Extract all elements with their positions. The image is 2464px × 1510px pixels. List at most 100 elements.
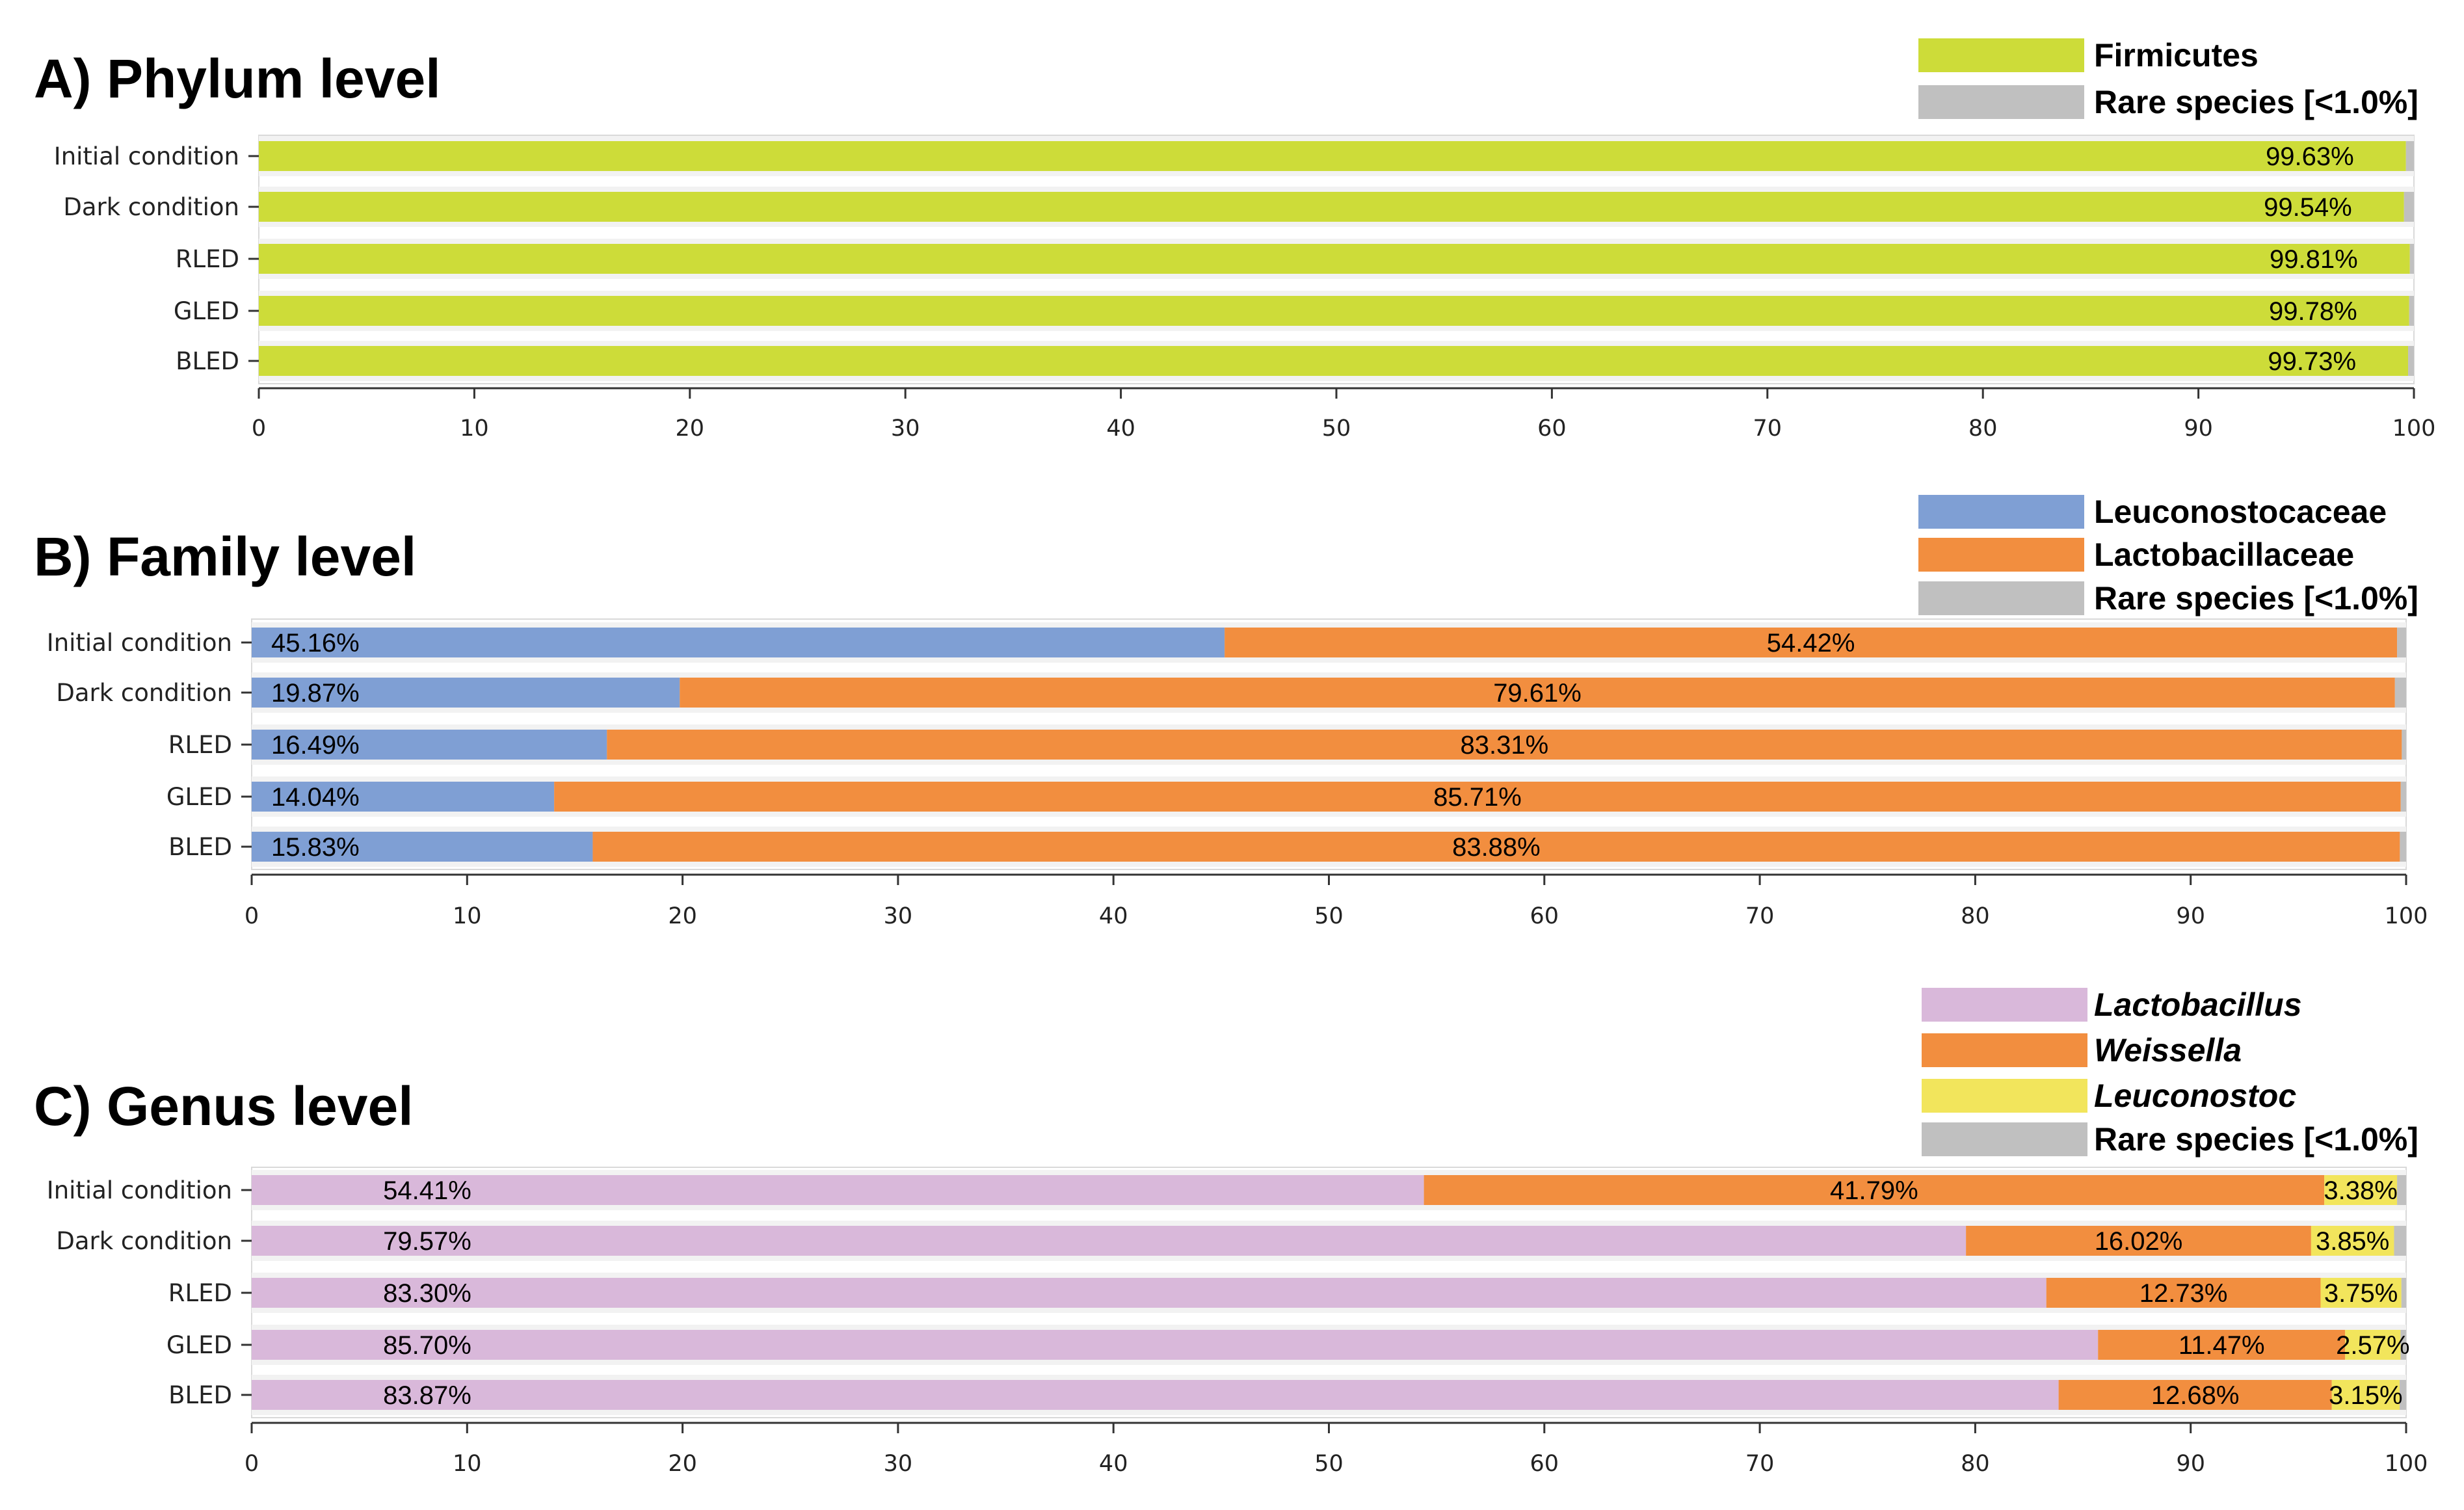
data-label: 16.49% bbox=[271, 731, 360, 760]
bar-segment bbox=[592, 832, 2400, 862]
category-label: Initial condition bbox=[47, 1176, 232, 1204]
bar-segment bbox=[252, 1330, 2099, 1360]
bar-segment bbox=[554, 782, 2401, 812]
legend-swatch bbox=[1918, 495, 2084, 529]
bar-segment bbox=[2400, 1380, 2406, 1410]
bar-segment bbox=[2404, 192, 2414, 222]
legend-label: Lactobacillaceae bbox=[2094, 536, 2354, 573]
x-tick-label: 70 bbox=[1753, 416, 1782, 442]
data-label: 99.63% bbox=[2266, 142, 2354, 171]
bar-segment bbox=[2402, 730, 2406, 760]
x-tick-label: 60 bbox=[1530, 903, 1559, 929]
x-tick-label: 100 bbox=[2385, 903, 2428, 929]
chart-panel-3: C) Genus level 54.41% 41.79% 3.38% 79.57% 16.… bbox=[34, 987, 2428, 1477]
bar-segment bbox=[2345, 1330, 2401, 1360]
x-tick-label: 50 bbox=[1314, 903, 1344, 929]
legend: Lactobacillus Weissella Leuconostoc Rare sp… bbox=[1922, 987, 2418, 1158]
x-tick-label: 50 bbox=[1314, 1451, 1344, 1477]
legend-swatch bbox=[1922, 1122, 2087, 1156]
legend-swatch bbox=[1922, 1033, 2087, 1067]
data-label: 11.47% bbox=[2179, 1331, 2265, 1360]
bar-segment bbox=[2331, 1380, 2400, 1410]
category-label: BLED bbox=[168, 1381, 232, 1409]
chart-title: C) Genus level bbox=[34, 1076, 414, 1137]
data-label: 83.30% bbox=[383, 1279, 471, 1308]
data-label: 3.38% bbox=[2324, 1176, 2397, 1205]
bar-segment bbox=[2394, 1226, 2406, 1256]
x-tick-label: 20 bbox=[668, 903, 697, 929]
legend-label: Firmicutes bbox=[2094, 37, 2259, 73]
data-label: 83.31% bbox=[1461, 731, 1549, 760]
x-tick-label: 100 bbox=[2385, 1451, 2428, 1477]
bar-segment bbox=[252, 1380, 2059, 1410]
bar-segment bbox=[1424, 1175, 2325, 1205]
chart-panel-1: A) Phylum level 99.63% 99.54% 99.81% 99.78% 9… bbox=[34, 37, 2435, 442]
x-tick-label: 40 bbox=[1099, 1451, 1128, 1477]
data-label: 41.79% bbox=[1830, 1176, 1918, 1205]
bar-segment bbox=[252, 628, 1225, 657]
data-label: 79.61% bbox=[1493, 679, 1582, 708]
x-tick-label: 0 bbox=[252, 416, 266, 442]
x-tick-label: 90 bbox=[2184, 416, 2213, 442]
bar-segment bbox=[2394, 678, 2406, 708]
bar-segment bbox=[2098, 1330, 2346, 1360]
x-tick-label: 80 bbox=[1961, 1451, 1990, 1477]
bar-segment bbox=[2058, 1380, 2332, 1410]
bar-segment bbox=[259, 141, 2406, 171]
data-label: 79.57% bbox=[383, 1227, 471, 1256]
x-tick-label: 60 bbox=[1537, 416, 1567, 442]
x-tick-label: 40 bbox=[1106, 416, 1135, 442]
category-label: Dark condition bbox=[56, 679, 232, 707]
legend-label: Rare species [<1.0%] bbox=[2094, 580, 2418, 616]
bar-segment bbox=[252, 1278, 2047, 1308]
category-label: RLED bbox=[168, 1279, 232, 1307]
x-tick-label: 10 bbox=[460, 416, 489, 442]
bar-segment bbox=[259, 244, 2410, 274]
category-label: Initial condition bbox=[54, 142, 239, 170]
data-label: 12.68% bbox=[2151, 1381, 2240, 1410]
x-tick-label: 30 bbox=[884, 903, 913, 929]
bar-segment bbox=[680, 678, 2395, 708]
bar-segment bbox=[259, 346, 2409, 376]
bar-segment bbox=[252, 832, 593, 862]
category-label: RLED bbox=[176, 245, 239, 273]
category-label: Initial condition bbox=[47, 629, 232, 657]
legend-label: Lactobacillus bbox=[2094, 987, 2302, 1023]
chart-panel-2: B) Family level 45.16% 54.42% 19.87% 79.61% 1… bbox=[34, 494, 2428, 929]
x-tick-label: 10 bbox=[453, 903, 482, 929]
legend-swatch bbox=[1918, 538, 2084, 572]
bar-segment bbox=[1225, 628, 2398, 657]
bar-segment bbox=[252, 782, 555, 812]
x-tick-label: 10 bbox=[453, 1451, 482, 1477]
data-label: 45.16% bbox=[271, 629, 360, 657]
x-tick-label: 70 bbox=[1745, 903, 1775, 929]
x-tick-label: 90 bbox=[2176, 903, 2205, 929]
bar-segment bbox=[259, 296, 2409, 326]
bar-segment bbox=[2401, 1278, 2406, 1308]
x-tick-label: 60 bbox=[1530, 1451, 1559, 1477]
x-tick-label: 30 bbox=[884, 1451, 913, 1477]
data-label: 85.70% bbox=[383, 1331, 471, 1360]
category-label: GLED bbox=[174, 297, 239, 325]
x-tick-label: 20 bbox=[676, 416, 705, 442]
legend-swatch bbox=[1922, 988, 2087, 1022]
chart-title: B) Family level bbox=[34, 526, 416, 587]
legend-swatch bbox=[1918, 85, 2084, 119]
category-label: RLED bbox=[168, 731, 232, 759]
category-label: Dark condition bbox=[56, 1227, 232, 1255]
data-label: 99.54% bbox=[2264, 193, 2352, 222]
legend-swatch bbox=[1922, 1079, 2087, 1113]
category-label: Dark condition bbox=[63, 193, 239, 221]
data-label: 15.83% bbox=[271, 833, 360, 862]
data-label: 99.78% bbox=[2269, 297, 2357, 326]
x-tick-label: 100 bbox=[2392, 416, 2436, 442]
data-label: 99.73% bbox=[2268, 347, 2356, 376]
bar-segment bbox=[252, 730, 607, 760]
bar-segment bbox=[2409, 244, 2414, 274]
bar-segment bbox=[607, 730, 2402, 760]
data-label: 12.73% bbox=[2139, 1279, 2228, 1308]
legend-label: Leuconostoc bbox=[2094, 1078, 2296, 1114]
legend: Leuconostocaceae Lactobacillaceae Rare spe… bbox=[1918, 494, 2418, 616]
category-label: GLED bbox=[166, 1331, 232, 1359]
data-label: 14.04% bbox=[271, 783, 360, 812]
